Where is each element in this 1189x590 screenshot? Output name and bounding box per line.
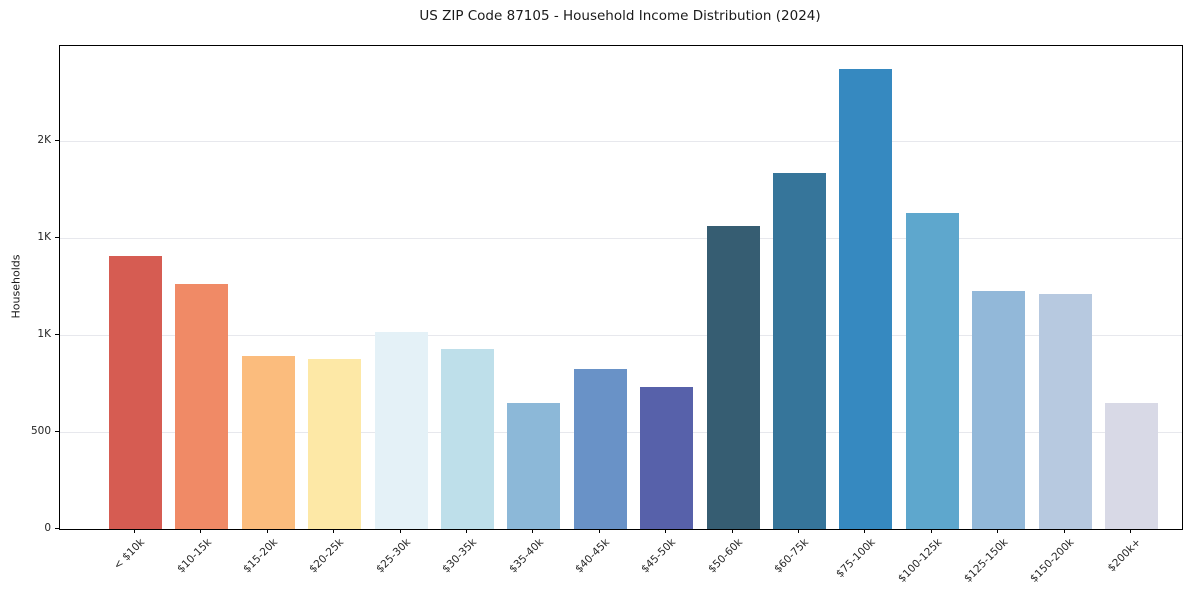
gridline — [60, 334, 1182, 336]
y-tick-label: 500 — [30, 425, 51, 438]
gridline — [60, 237, 1182, 239]
x-tick-label: $75-100k — [833, 536, 878, 581]
x-tick-label: $50-60k — [705, 536, 745, 576]
y-tick-label: 2K — [37, 134, 51, 147]
x-tick-mark — [997, 529, 999, 533]
x-tick-mark — [200, 529, 202, 533]
bar-< $10k — [109, 255, 162, 529]
bar-$10-15k — [175, 283, 229, 529]
x-tick-mark — [930, 529, 932, 533]
x-tick-label: $150-200k — [1028, 536, 1077, 585]
y-tick-label: 0 — [44, 522, 51, 534]
x-tick-mark — [134, 529, 135, 533]
bar-$20-25k — [308, 359, 362, 529]
gridline — [60, 140, 1182, 142]
y-axis-title: Households — [9, 254, 23, 319]
y-tick-mark — [55, 139, 59, 141]
bar-$50-60k — [706, 225, 760, 529]
bar-$60-75k — [773, 173, 826, 529]
y-tick-mark — [55, 333, 59, 335]
bar-$100-125k — [905, 213, 959, 529]
x-tick-label: $100-125k — [895, 536, 945, 585]
x-tick-label: $35-40k — [506, 536, 546, 576]
y-tick-mark — [55, 527, 59, 529]
x-tick-label: $45-50k — [639, 536, 679, 576]
bar-$200k+ — [1105, 403, 1158, 529]
x-tick-label: $40-45k — [573, 536, 613, 576]
y-tick-mark — [55, 430, 59, 432]
x-tick-mark — [532, 529, 534, 533]
x-tick-mark — [598, 529, 600, 533]
x-tick-mark — [466, 529, 467, 533]
x-tick-label: $125-150k — [961, 536, 1011, 585]
bar-$125-150k — [972, 290, 1026, 529]
x-tick-label: $30-35k — [440, 536, 480, 576]
x-tick-label: $25-30k — [373, 536, 413, 576]
bar-$30-35k — [441, 348, 494, 529]
y-tick-label: 1K — [37, 231, 51, 244]
x-tick-label: < $10k — [111, 536, 148, 572]
x-tick-mark — [731, 529, 733, 533]
bar-$75-100k — [839, 68, 893, 529]
x-tick-label: $200k+ — [1105, 536, 1144, 575]
bar-$15-20k — [241, 355, 295, 529]
x-tick-mark — [1063, 529, 1065, 533]
x-tick-mark — [665, 529, 667, 533]
x-tick-mark — [864, 529, 866, 533]
x-tick-label: $15-20k — [241, 536, 281, 576]
x-tick-mark — [1130, 529, 1131, 533]
x-tick-mark — [798, 529, 799, 533]
x-tick-label: $20-25k — [307, 536, 347, 576]
x-tick-mark — [333, 529, 335, 533]
bar-$35-40k — [507, 403, 561, 529]
x-tick-label: $60-75k — [772, 536, 812, 576]
bar-$45-50k — [640, 386, 694, 529]
bar-$150-200k — [1038, 293, 1092, 529]
y-tick-mark — [55, 236, 59, 238]
x-tick-label: $10-15k — [174, 536, 214, 576]
x-tick-mark — [399, 529, 401, 533]
x-tick-mark — [266, 529, 268, 533]
chart-title: US ZIP Code 87105 - Household Income Dis… — [419, 8, 821, 24]
y-tick-label: 1K — [37, 328, 51, 341]
bar-$40-45k — [573, 369, 627, 529]
plot-area — [59, 45, 1183, 530]
bar-$25-30k — [374, 332, 428, 529]
